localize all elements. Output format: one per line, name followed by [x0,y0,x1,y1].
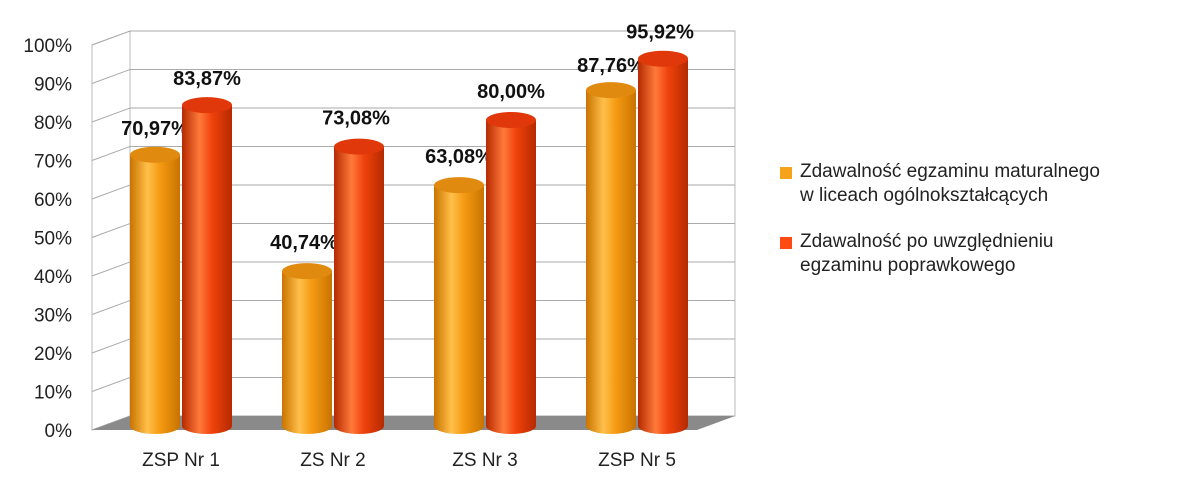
bar [434,185,484,434]
y-tick-label: 20% [34,344,72,365]
legend-item-series-2: Zdawalność po uwzględnieniu egzaminu pop… [780,230,1175,278]
bar-top [334,138,384,155]
y-tick-label: 70% [34,152,72,173]
gridline [91,107,735,123]
bar-top [282,263,332,280]
y-tick-label: 100% [23,36,72,57]
bar-group: 87,76% 95,92% ZSP Nr 5 [577,22,694,471]
y-tick-label: 30% [34,306,72,327]
y-tick-label: 90% [34,75,72,96]
y-tick-label: 0% [45,421,73,442]
data-label: 80,00% [477,81,545,103]
data-label: 87,76% [577,55,645,77]
data-label: 63,08% [425,146,493,168]
bar-group: 63,08% 80,00% ZS Nr 3 [425,81,545,471]
bar [334,146,384,434]
y-tick-label: 10% [34,383,72,404]
legend-swatch-series-2 [780,237,792,249]
bar [638,58,688,434]
bar-top [130,146,180,163]
gridline [91,30,735,46]
legend-label-series-1: Zdawalność egzaminu maturalnego w liceac… [800,161,1100,206]
bar-top [486,112,536,128]
data-label: 40,74% [270,232,338,254]
bar [586,90,636,435]
y-tick-label: 60% [34,190,72,211]
bar-top [638,50,688,67]
bar-group: 40,74% 73,08% ZS Nr 2 [270,108,390,471]
x-tick-label: ZS Nr 3 [452,450,517,471]
legend-item-series-1: Zdawalność egzaminu maturalnego w liceac… [780,160,1175,208]
x-tick-label: ZS Nr 2 [300,450,365,471]
bar-top [182,97,232,114]
x-tick-label: ZSP Nr 1 [142,450,220,471]
bar [486,120,536,434]
chart-floor [92,416,735,430]
data-label: 70,97% [121,118,189,140]
y-tick-label: 40% [34,267,72,288]
y-tick-label: 50% [34,229,72,250]
bar [182,105,232,435]
x-tick-label: ZSP Nr 5 [598,450,676,471]
legend: Zdawalność egzaminu maturalnego w liceac… [780,160,1175,300]
bar [130,154,180,434]
bar-top [434,177,484,194]
legend-swatch-series-1 [780,167,792,179]
bar [282,271,332,434]
bar-group: 70,97% 83,87% ZSP Nr 1 [121,68,241,471]
gridline [91,69,735,84]
legend-label-series-2: Zdawalność po uwzględnieniu egzaminu pop… [800,231,1054,276]
y-tick-label: 80% [34,113,72,134]
data-label: 73,08% [322,108,390,130]
bar-top [586,82,636,99]
data-label: 83,87% [173,68,241,90]
data-label: 95,92% [626,22,694,44]
